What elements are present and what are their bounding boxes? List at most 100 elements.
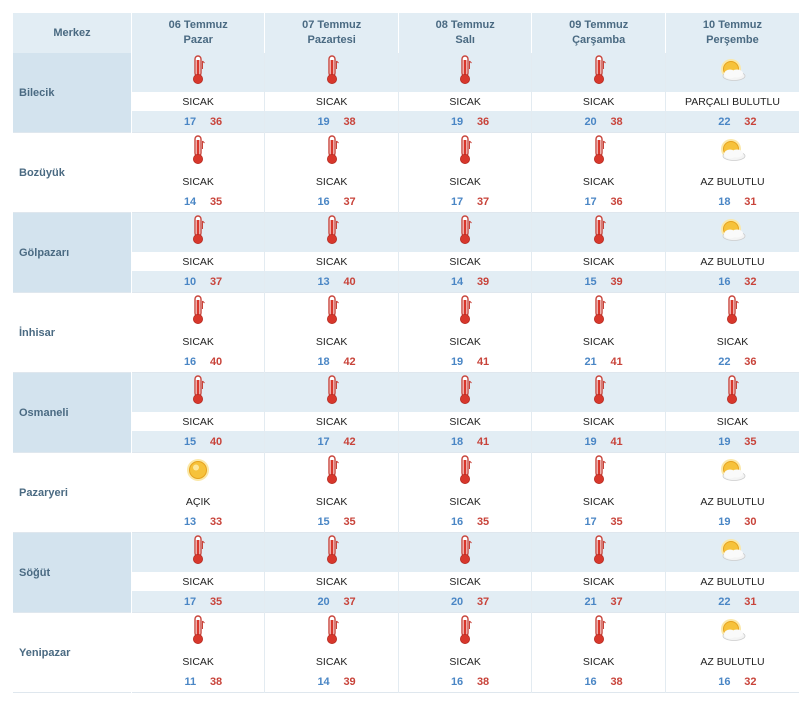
thermometer-hot-icon bbox=[190, 215, 206, 250]
low-temperature: 17 bbox=[183, 595, 197, 608]
low-temperature: 19 bbox=[718, 435, 731, 448]
low-temperature: 17 bbox=[584, 515, 597, 528]
low-temperature: 13 bbox=[183, 515, 197, 528]
high-temperature: 35 bbox=[744, 435, 757, 448]
weather-icon-cell bbox=[264, 452, 399, 492]
temperature-cell: 17 36 bbox=[531, 191, 666, 213]
weather-icon-cell bbox=[131, 132, 266, 172]
weather-icon-cell bbox=[531, 53, 666, 92]
temperature-cell: 13 40 bbox=[264, 271, 399, 293]
weather-icon-cell bbox=[665, 453, 799, 493]
icon-row: Söğüt bbox=[13, 532, 799, 613]
city-block: Söğüt SICAK SICAK SICAK SICAK AZ BULUTLU 17 35 2… bbox=[13, 532, 799, 613]
temperature-row: 10 37 13 40 14 39 15 39 16 32 bbox=[13, 271, 799, 293]
weather-condition: AÇIK bbox=[131, 492, 266, 511]
weather-condition: SICAK bbox=[398, 172, 533, 191]
header-day-2: 07 Temmuz Pazartesi bbox=[264, 13, 399, 53]
temperature-row: 16 40 18 42 19 41 21 41 22 36 bbox=[13, 351, 799, 373]
temperature-cell: 19 35 bbox=[665, 431, 799, 453]
thermometer-hot-icon bbox=[591, 295, 607, 330]
low-temperature: 15 bbox=[584, 275, 597, 288]
icon-row: Gölpazarı bbox=[13, 212, 799, 293]
temperature-cell: 17 42 bbox=[264, 431, 399, 453]
thermometer-hot-icon bbox=[190, 535, 206, 570]
weather-condition: SICAK bbox=[531, 92, 666, 111]
thermometer-hot-icon bbox=[190, 615, 206, 650]
city-block: Bozüyük SICAK SICAK SICAK SICAK AZ BULUTLU 14 3… bbox=[13, 132, 799, 213]
weather-icon-cell bbox=[531, 372, 666, 412]
temperature-cell: 20 38 bbox=[531, 111, 666, 133]
low-temperature: 10 bbox=[183, 275, 197, 288]
high-temperature: 35 bbox=[476, 515, 490, 528]
weather-condition: SICAK bbox=[264, 652, 399, 671]
weather-condition: PARÇALI BULUTLU bbox=[665, 92, 799, 111]
thermometer-hot-icon bbox=[591, 455, 607, 490]
header-date: 09 Temmuz bbox=[569, 19, 629, 31]
thermometer-hot-icon bbox=[324, 455, 340, 490]
temperature-cell: 19 38 bbox=[264, 111, 399, 133]
city-name: Söğüt bbox=[13, 532, 132, 613]
high-temperature: 38 bbox=[610, 675, 623, 688]
low-temperature: 18 bbox=[718, 195, 731, 208]
temperature-cell: 13 33 bbox=[131, 511, 266, 533]
temperature-cell: 17 35 bbox=[131, 591, 266, 613]
temperature-cell: 16 38 bbox=[531, 671, 666, 693]
city-name: Bilecik bbox=[13, 53, 132, 133]
thermometer-hot-icon bbox=[324, 55, 340, 90]
low-temperature: 19 bbox=[450, 115, 464, 128]
weather-icon-cell bbox=[665, 532, 799, 572]
city-name: Pazaryeri bbox=[13, 452, 132, 533]
weather-icon-cell bbox=[398, 292, 533, 332]
low-temperature: 17 bbox=[183, 115, 197, 128]
high-temperature: 37 bbox=[610, 595, 623, 608]
high-temperature: 37 bbox=[343, 195, 356, 208]
thermometer-hot-icon bbox=[190, 135, 206, 170]
low-temperature: 16 bbox=[450, 515, 464, 528]
header-merkez: Merkez bbox=[13, 13, 132, 53]
thermometer-hot-icon bbox=[324, 135, 340, 170]
low-temperature: 22 bbox=[718, 595, 731, 608]
weather-condition: SICAK bbox=[398, 412, 533, 431]
sun-cloud-icon bbox=[717, 617, 747, 648]
weather-condition: SICAK bbox=[131, 252, 266, 271]
low-temperature: 19 bbox=[718, 515, 731, 528]
forecast-table: Merkez 06 Temmuz Pazar 07 Temmuz Pazartesi… bbox=[13, 13, 799, 693]
thermometer-hot-icon bbox=[457, 215, 473, 250]
thermometer-hot-icon bbox=[457, 375, 473, 410]
weather-icon-cell bbox=[264, 132, 399, 172]
high-temperature: 38 bbox=[209, 675, 223, 688]
weather-icon-cell bbox=[398, 53, 533, 92]
high-temperature: 38 bbox=[343, 115, 356, 128]
condition-row: AÇIK SICAK SICAK SICAK AZ BULUTLU bbox=[13, 492, 799, 511]
temperature-cell: 14 39 bbox=[264, 671, 399, 693]
low-temperature: 20 bbox=[584, 115, 597, 128]
high-temperature: 42 bbox=[343, 355, 356, 368]
thermometer-hot-icon bbox=[591, 375, 607, 410]
low-temperature: 19 bbox=[584, 435, 597, 448]
temperature-cell: 16 35 bbox=[398, 511, 533, 533]
header-weekday: Çarşamba bbox=[572, 34, 626, 46]
header-date: 08 Temmuz bbox=[435, 19, 495, 31]
weather-condition: SICAK bbox=[131, 332, 266, 351]
temperature-row: 14 35 16 37 17 37 17 36 18 31 bbox=[13, 191, 799, 213]
icon-row: İnhisar bbox=[13, 292, 799, 373]
high-temperature: 32 bbox=[744, 675, 757, 688]
sun-cloud-icon bbox=[717, 137, 747, 168]
thermometer-hot-icon bbox=[591, 215, 607, 250]
weather-icon-cell bbox=[398, 532, 533, 572]
thermometer-hot-icon bbox=[591, 55, 607, 90]
temperature-cell: 22 36 bbox=[665, 351, 799, 373]
weather-icon-cell bbox=[131, 452, 266, 492]
temperature-cell: 15 35 bbox=[264, 511, 399, 533]
weather-icon-cell bbox=[264, 532, 399, 572]
temperature-cell: 16 38 bbox=[398, 671, 533, 693]
weather-condition: SICAK bbox=[531, 652, 666, 671]
low-temperature: 17 bbox=[450, 195, 464, 208]
thermometer-hot-icon bbox=[457, 615, 473, 650]
city-block: İnhisar SICAK SICAK SICAK SICAK SICAK 16 40 18 42… bbox=[13, 292, 799, 373]
low-temperature: 22 bbox=[718, 355, 731, 368]
header-day-5: 10 Temmuz Perşembe bbox=[665, 13, 799, 53]
weather-condition: SICAK bbox=[531, 492, 666, 511]
high-temperature: 37 bbox=[476, 595, 490, 608]
header-weekday: Pazar bbox=[183, 34, 213, 46]
